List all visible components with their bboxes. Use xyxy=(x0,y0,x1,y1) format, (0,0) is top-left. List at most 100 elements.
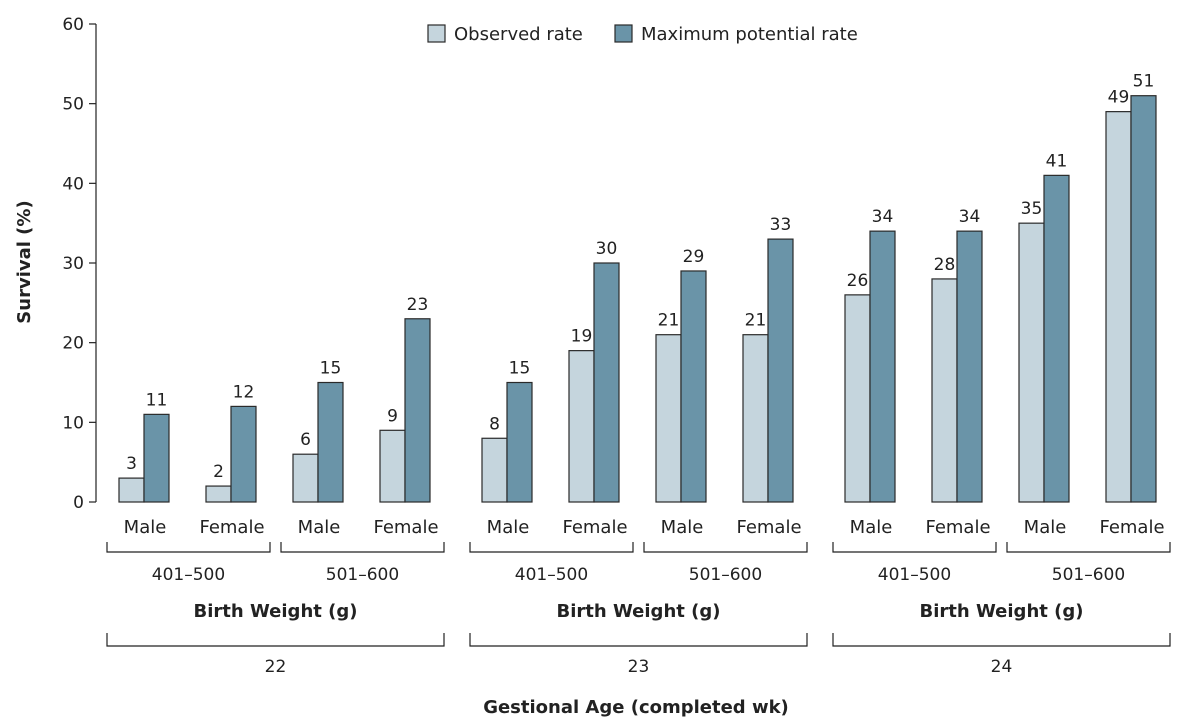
bar-observed xyxy=(742,334,769,503)
category-label: Female xyxy=(1099,517,1164,538)
weight-group-bracket xyxy=(1006,542,1171,553)
category-label: Female xyxy=(736,517,801,538)
value-label-maximum: 12 xyxy=(233,382,255,402)
weight-group-label: 501–600 xyxy=(689,565,762,585)
value-label-observed: 21 xyxy=(658,311,680,331)
value-labels: 3 11 2 12 6 15 9 23 8 15 19 30 21 29 21 33 26 34 28 34 35 41 4… xyxy=(126,72,1154,482)
category-label: Male xyxy=(298,517,341,538)
y-tick-label: 50 xyxy=(62,95,84,115)
birth-weight-title: Birth Weight (g) xyxy=(557,601,721,622)
x-axis-title: Gestional Age (completed wk) xyxy=(483,697,789,718)
category-label: Male xyxy=(487,517,530,538)
bar-maximum xyxy=(593,262,620,503)
y-axis-title: Survival (%) xyxy=(14,200,35,323)
bar-observed xyxy=(205,485,232,503)
bars xyxy=(118,95,1157,503)
legend-swatch-maximum xyxy=(614,24,633,43)
value-label-maximum: 11 xyxy=(146,390,168,410)
value-label-maximum: 15 xyxy=(509,359,531,379)
value-label-maximum: 51 xyxy=(1133,72,1155,92)
bar-maximum xyxy=(506,381,533,503)
category-label: Male xyxy=(850,517,893,538)
value-label-observed: 19 xyxy=(571,327,593,347)
bar-maximum xyxy=(869,230,896,503)
weight-group-label: 501–600 xyxy=(1052,565,1125,585)
weight-group-bracket xyxy=(280,542,445,553)
category-label: Male xyxy=(1024,517,1067,538)
birth-weight-title: Birth Weight (g) xyxy=(194,601,358,622)
bar-observed xyxy=(292,453,319,503)
value-label-maximum: 30 xyxy=(596,239,618,259)
bar-maximum xyxy=(317,381,344,503)
y-tick-label: 10 xyxy=(62,413,84,433)
bar-maximum xyxy=(956,230,983,503)
age-group-label: 22 xyxy=(265,657,287,677)
y-tick-label: 0 xyxy=(73,493,84,513)
bar-maximum xyxy=(1043,174,1070,503)
bar-maximum xyxy=(1130,95,1157,503)
age-group-label: 24 xyxy=(991,657,1013,677)
value-label-observed: 3 xyxy=(126,454,137,474)
value-label-observed: 49 xyxy=(1108,88,1130,108)
bar-maximum xyxy=(404,318,431,503)
group-brackets: 401–500 501–600 401–500 501–600 401–500 501–6… xyxy=(106,542,1171,677)
category-label: Female xyxy=(562,517,627,538)
y-tick-label: 60 xyxy=(62,15,84,35)
bar-observed xyxy=(931,278,958,503)
legend-label-observed: Observed rate xyxy=(454,24,583,45)
category-label: Male xyxy=(661,517,704,538)
bar-observed xyxy=(379,429,406,503)
age-group-bracket xyxy=(832,633,1171,647)
weight-group-label: 501–600 xyxy=(326,565,399,585)
category-label: Male xyxy=(124,517,167,538)
value-label-observed: 9 xyxy=(387,406,398,426)
bar-maximum xyxy=(143,413,170,503)
value-label-observed: 35 xyxy=(1021,199,1043,219)
weight-group-label: 401–500 xyxy=(878,565,951,585)
weight-group-bracket xyxy=(106,542,271,553)
age-group-bracket xyxy=(106,633,445,647)
bar-observed xyxy=(844,294,871,503)
value-label-maximum: 23 xyxy=(407,295,429,315)
legend: Observed rate Maximum potential rate xyxy=(427,24,858,45)
bar-observed xyxy=(118,477,145,503)
bar-observed xyxy=(1105,111,1132,503)
weight-group-bracket xyxy=(832,542,997,553)
value-label-observed: 2 xyxy=(213,462,224,482)
bar-maximum xyxy=(230,405,257,503)
legend-swatch-observed xyxy=(427,24,446,43)
value-label-maximum: 33 xyxy=(770,215,792,235)
value-label-observed: 26 xyxy=(847,271,869,291)
bar-maximum xyxy=(680,270,707,503)
value-label-observed: 8 xyxy=(489,414,500,434)
value-label-maximum: 34 xyxy=(872,207,894,227)
y-tick-label: 30 xyxy=(62,254,84,274)
y-axis: 0 10 20 30 40 50 60 xyxy=(62,15,97,513)
value-label-observed: 6 xyxy=(300,430,311,450)
category-label: Female xyxy=(199,517,264,538)
weight-group-label: 401–500 xyxy=(152,565,225,585)
value-label-maximum: 41 xyxy=(1046,151,1068,171)
category-labels: Male Female Male Female Male Female Male Female… xyxy=(124,517,1165,538)
birth-weight-title: Birth Weight (g) xyxy=(920,601,1084,622)
category-label: Female xyxy=(925,517,990,538)
bar-observed xyxy=(481,437,508,503)
value-label-maximum: 29 xyxy=(683,247,705,267)
weight-group-bracket xyxy=(643,542,808,553)
age-group-bracket xyxy=(469,633,808,647)
weight-group-bracket xyxy=(469,542,634,553)
bar-observed xyxy=(568,350,595,503)
legend-label-maximum: Maximum potential rate xyxy=(641,24,858,45)
value-label-observed: 21 xyxy=(745,311,767,331)
weight-group-label: 401–500 xyxy=(515,565,588,585)
value-label-observed: 28 xyxy=(934,255,956,275)
bar-observed xyxy=(1018,222,1045,503)
value-label-maximum: 15 xyxy=(320,359,342,379)
bar-observed xyxy=(655,334,682,503)
value-label-maximum: 34 xyxy=(959,207,981,227)
bar-maximum xyxy=(767,238,794,503)
y-tick-label: 20 xyxy=(62,334,84,354)
age-group-label: 23 xyxy=(628,657,650,677)
